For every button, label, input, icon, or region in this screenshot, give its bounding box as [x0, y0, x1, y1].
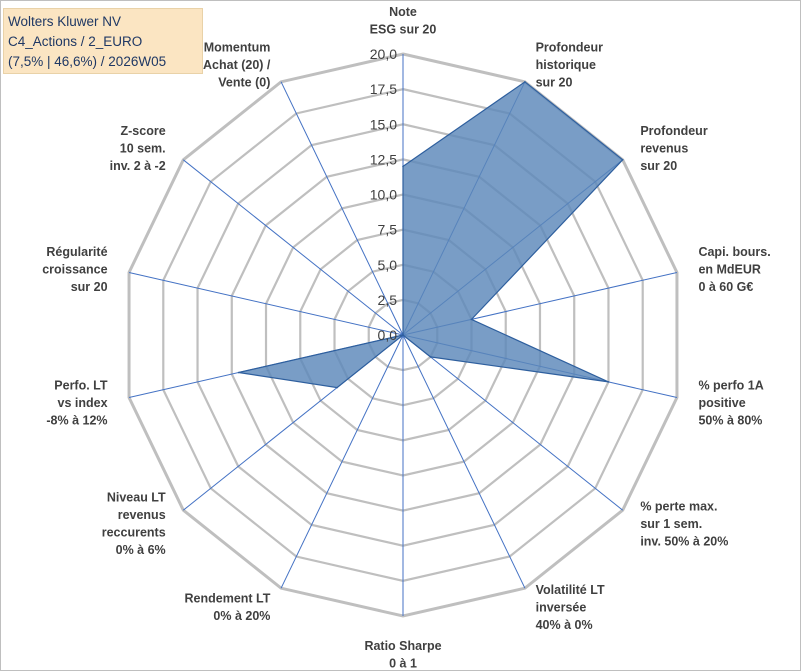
- axis-label-line: Vente (0): [218, 76, 270, 90]
- radial-tick-label: 17,5: [370, 81, 397, 97]
- radial-tick-label: 20,0: [370, 46, 397, 62]
- axis-label-line: 50% à 80%: [698, 414, 762, 428]
- axis-label-line: sur 1 sem.: [640, 517, 702, 531]
- series-layer: [237, 81, 624, 389]
- axis-label-line: Profondeur: [640, 124, 707, 138]
- data-point: [470, 318, 473, 321]
- chart-title-box: Wolters Kluwer NV C4_Actions / 2_EURO (7…: [3, 8, 203, 74]
- axis-spoke: [280, 81, 404, 336]
- axis-label-line: Achat (20) /: [203, 58, 271, 72]
- axis-label-line: Niveau LT: [107, 491, 166, 505]
- axis-label-line: croissance: [42, 262, 107, 276]
- radial-tick-label: 7,5: [378, 222, 398, 238]
- axis-label: Profondeur historique sur 20: [536, 41, 603, 90]
- data-point: [621, 158, 624, 161]
- axis-label-line: Rendement LT: [185, 592, 271, 606]
- axis-label-layer: Note ESG sur 20 Profondeur historique sur 20…: [42, 5, 770, 671]
- axis-label-line: Capi. bours.: [698, 245, 770, 259]
- axis-label-line: inv. 50% à 20%: [640, 534, 728, 548]
- axis-label: Note ESG sur 20: [370, 5, 437, 37]
- data-point: [402, 334, 404, 336]
- axis-label: Z-score 10 sem. inv. 2 à -2: [110, 124, 166, 173]
- axis-label-line: ESG sur 20: [370, 23, 437, 37]
- axis-label-line: 10 sem.: [120, 142, 166, 156]
- axis-label-line: Z-score: [121, 124, 166, 138]
- axis-label-line: en MdEUR: [698, 262, 761, 276]
- data-point: [524, 81, 526, 83]
- axis-label-line: % perfo 1A: [698, 379, 763, 393]
- axis-label-line: reccurents: [102, 526, 166, 540]
- axis-label: Perfo. LT vs index -8% à 12%: [46, 379, 108, 428]
- axis-label-line: sur 20: [71, 280, 108, 294]
- axis-spoke: [182, 159, 404, 336]
- series-area: [238, 81, 624, 389]
- data-point: [237, 371, 240, 374]
- axis-spoke: [128, 271, 404, 336]
- axis-label: Régularité croissance sur 20: [42, 245, 107, 294]
- axis-label-line: sur 20: [640, 159, 677, 173]
- axis-label-line: inversée: [536, 600, 587, 614]
- radial-tick-label: 10,0: [370, 187, 397, 203]
- axis-label-line: % perte max.: [640, 499, 717, 513]
- radial-tick-label: 12,5: [370, 151, 397, 167]
- radial-tick-label: 15,0: [370, 116, 397, 132]
- category-label: C4_Actions / 2_EURO: [8, 34, 143, 49]
- axis-label-line: 0 à 60 G€: [698, 280, 753, 294]
- axis-label: Momentum Achat (20) / Vente (0): [203, 41, 271, 90]
- weights-period-label: (7,5% | 46,6%) / 2026W05: [8, 54, 167, 69]
- axis-label-line: Perfo. LT: [54, 379, 108, 393]
- axis-label: % perte max. sur 1 sem. inv. 50% à 20%: [640, 499, 728, 548]
- data-point: [336, 386, 338, 389]
- axis-label-line: inv. 2 à -2: [110, 159, 166, 173]
- radial-tick-label: 0,0: [378, 327, 398, 343]
- axis-label-line: revenus: [118, 508, 166, 522]
- axis-label-line: 0 à 1: [389, 657, 417, 671]
- axis-label-line: Régularité: [46, 245, 107, 259]
- company-name: Wolters Kluwer NV: [8, 14, 122, 29]
- axis-label-line: revenus: [640, 142, 688, 156]
- axis-label-line: positive: [698, 396, 745, 410]
- axis-spoke: [402, 334, 624, 511]
- tick-layer: 0,0 2,5 5,0 7,5 10,0 12,5 15,0 17,5 20,0: [370, 46, 397, 343]
- data-point: [607, 381, 610, 383]
- axis-label-line: Profondeur: [536, 41, 603, 55]
- axis-label: Profondeur revenus sur 20: [640, 124, 707, 173]
- axis-label-line: sur 20: [536, 76, 573, 90]
- axis-label-line: Volatilité LT: [536, 583, 605, 597]
- axis-label: Capi. bours. en MdEUR 0 à 60 G€: [698, 245, 770, 294]
- axis-label-line: Ratio Sharpe: [364, 639, 441, 653]
- axis-label-line: -8% à 12%: [46, 414, 107, 428]
- axis-label: Volatilité LT inversée 40% à 0%: [536, 583, 605, 632]
- axis-label: Rendement LT 0% à 20%: [185, 592, 271, 624]
- axis-label-line: 40% à 0%: [536, 618, 593, 632]
- axis-label-line: Momentum: [204, 41, 271, 55]
- axis-label: Ratio Sharpe 0 à 1: [364, 639, 441, 671]
- data-point: [429, 356, 432, 358]
- data-point: [402, 165, 404, 168]
- axis-spoke: [402, 334, 526, 589]
- radial-tick-label: 2,5: [378, 292, 398, 308]
- radial-tick-label: 5,0: [378, 257, 398, 273]
- axis-label-line: Note: [389, 5, 417, 19]
- axis-label-line: vs index: [58, 396, 108, 410]
- axis-label: % perfo 1A positive 50% à 80%: [698, 379, 763, 428]
- axis-label-line: 0% à 20%: [213, 609, 270, 623]
- axis-label-line: 0% à 6%: [116, 543, 166, 557]
- axis-spoke: [280, 334, 404, 589]
- axis-label-line: historique: [536, 58, 596, 72]
- axis-label: Niveau LT revenus reccurents 0% à 6%: [102, 491, 166, 557]
